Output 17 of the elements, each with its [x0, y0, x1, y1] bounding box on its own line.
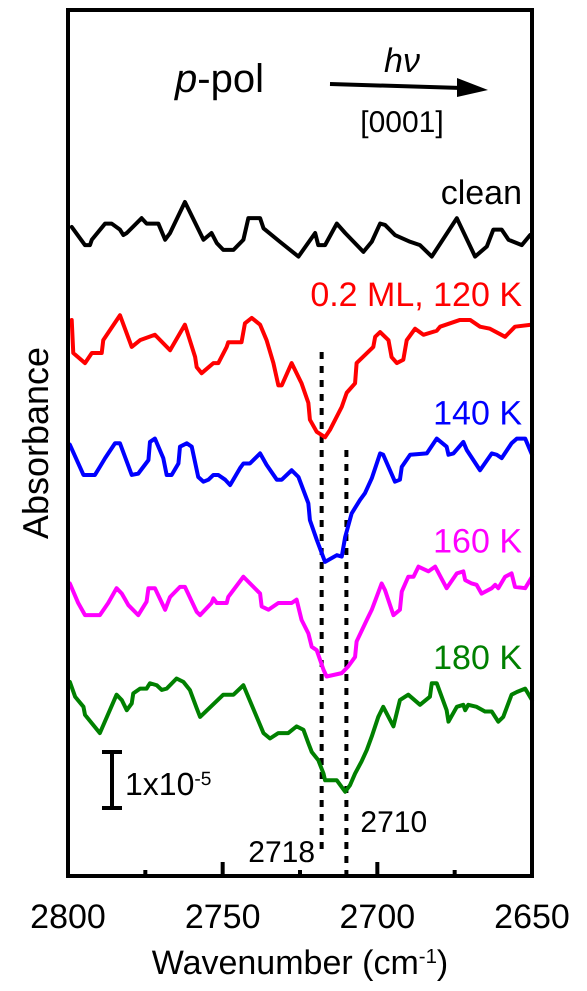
- series-label: 140 K: [433, 394, 522, 433]
- series-label: 160 K: [433, 522, 522, 561]
- annotation: 1x10$^{-5}$: [125, 766, 212, 802]
- series-label: 180 K: [433, 639, 522, 678]
- x-tick-label: 2700: [340, 898, 416, 936]
- series-label: 0.2 ML, 120 K: [310, 276, 522, 314]
- text: p-pol: [174, 57, 264, 101]
- x-tick-label: 2800: [30, 898, 106, 936]
- text: [0001]: [360, 106, 444, 139]
- y-axis-title: Absorbance: [15, 346, 56, 540]
- text: hν: [384, 42, 420, 80]
- x-axis-title: Wavenumber (cm$^{-1}$): [152, 944, 448, 982]
- x-tick-label: 2650: [494, 898, 570, 936]
- series-label: clean: [440, 174, 522, 212]
- x-tick-label: 2750: [184, 898, 260, 936]
- ref-line-label: 2710: [360, 806, 428, 839]
- ref-line-label: 2718: [248, 836, 316, 869]
